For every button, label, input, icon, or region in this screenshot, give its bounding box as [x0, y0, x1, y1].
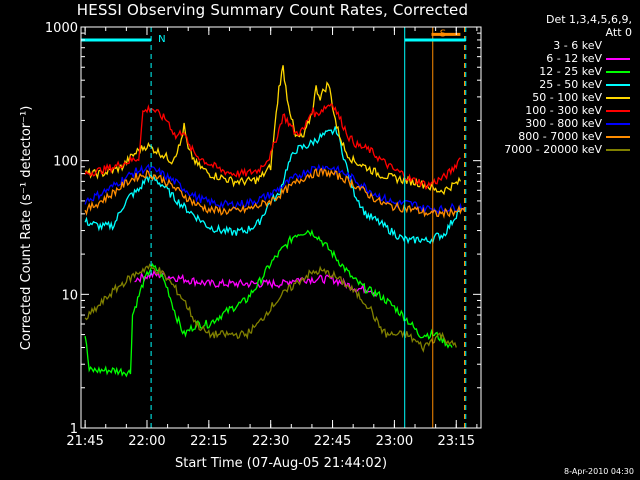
- legend-swatch: [606, 84, 630, 86]
- legend-swatch: [606, 45, 630, 47]
- series-line-2: [84, 228, 453, 378]
- legend-entry: 12 - 25 keV: [486, 65, 636, 78]
- generated-date: 8-Apr-2010 04:30: [564, 467, 634, 476]
- legend-swatch: [606, 136, 630, 138]
- x-tick-label-6: 23:15: [438, 434, 475, 449]
- legend-label: 6 - 12 keV: [546, 52, 602, 65]
- x-tick-label-1: 22:00: [128, 434, 165, 449]
- legend-label: 800 - 7000 keV: [518, 130, 602, 143]
- x-tick-label-2: 22:15: [190, 434, 227, 449]
- plot-overlays: NS: [81, 27, 467, 428]
- y-axis-label: Corrected Count Rate (s⁻¹ detector⁻¹): [19, 106, 34, 351]
- plot-series: [84, 65, 466, 429]
- y-tick-label-3: 1000: [45, 21, 78, 36]
- legend-swatch: [606, 97, 630, 99]
- legend-swatch: [606, 149, 630, 151]
- x-tick-label-5: 23:00: [376, 434, 413, 449]
- legend: Det 1,3,4,5,6,9, Att 0 3 - 6 keV 6 - 12 k…: [486, 13, 636, 156]
- chart-title: HESSI Observing Summary Count Rates, Cor…: [76, 1, 469, 19]
- legend-entry: 6 - 12 keV: [486, 52, 636, 65]
- legend-swatch: [606, 110, 630, 112]
- x-tick-label-0: 21:45: [66, 434, 103, 449]
- plot-frame: [80, 26, 482, 429]
- y-tick-label-0: 1: [70, 422, 78, 437]
- legend-swatch: [606, 123, 630, 125]
- x-tick-label-4: 22:45: [314, 434, 351, 449]
- legend-label: 7000 - 20000 keV: [504, 143, 602, 156]
- legend-entry: 7000 - 20000 keV: [486, 143, 636, 156]
- x-axis-label: Start Time (07-Aug-05 21:44:02): [175, 456, 387, 471]
- mode-label-n: N: [158, 34, 165, 45]
- legend-label: 12 - 25 keV: [539, 65, 602, 78]
- series-line-5: [84, 103, 461, 190]
- legend-entry: 25 - 50 keV: [486, 78, 636, 91]
- legend-label: 25 - 50 keV: [539, 78, 602, 91]
- legend-label: 300 - 800 keV: [525, 117, 602, 130]
- legend-entry: 800 - 7000 keV: [486, 130, 636, 143]
- legend-entry: 100 - 300 keV: [486, 104, 636, 117]
- series-line-6: [84, 163, 466, 216]
- legend-header-detectors: Det 1,3,4,5,6,9,: [545, 13, 632, 26]
- legend-label: 50 - 100 keV: [532, 91, 602, 104]
- x-tick-label-3: 22:30: [252, 434, 289, 449]
- series-line-8: [84, 263, 457, 353]
- series-line-7: [84, 167, 466, 219]
- axis-labels: 1 10 100 1000 21:45 22:00 22:15 22:30 22:45 23:00…: [45, 21, 475, 449]
- y-tick-label-1: 10: [61, 288, 78, 303]
- legend-entry: 3 - 6 keV: [486, 39, 636, 52]
- mode-label-s: S: [440, 28, 446, 39]
- legend-swatch: [606, 58, 630, 60]
- series-line-0: [134, 228, 408, 429]
- y-tick-label-2: 100: [53, 155, 78, 170]
- legend-header-attenuator: Att 0: [605, 26, 632, 39]
- series-line-1: [134, 269, 378, 297]
- axis-ticks: [81, 26, 481, 429]
- legend-label: 100 - 300 keV: [525, 104, 602, 117]
- legend-label: 3 - 6 keV: [553, 39, 602, 52]
- legend-swatch: [606, 71, 630, 73]
- legend-entry: 300 - 800 keV: [486, 117, 636, 130]
- legend-entry: 50 - 100 keV: [486, 91, 636, 104]
- legend-rows: 3 - 6 keV 6 - 12 keV 12 - 25 keV 25 - 50 ke…: [486, 39, 636, 156]
